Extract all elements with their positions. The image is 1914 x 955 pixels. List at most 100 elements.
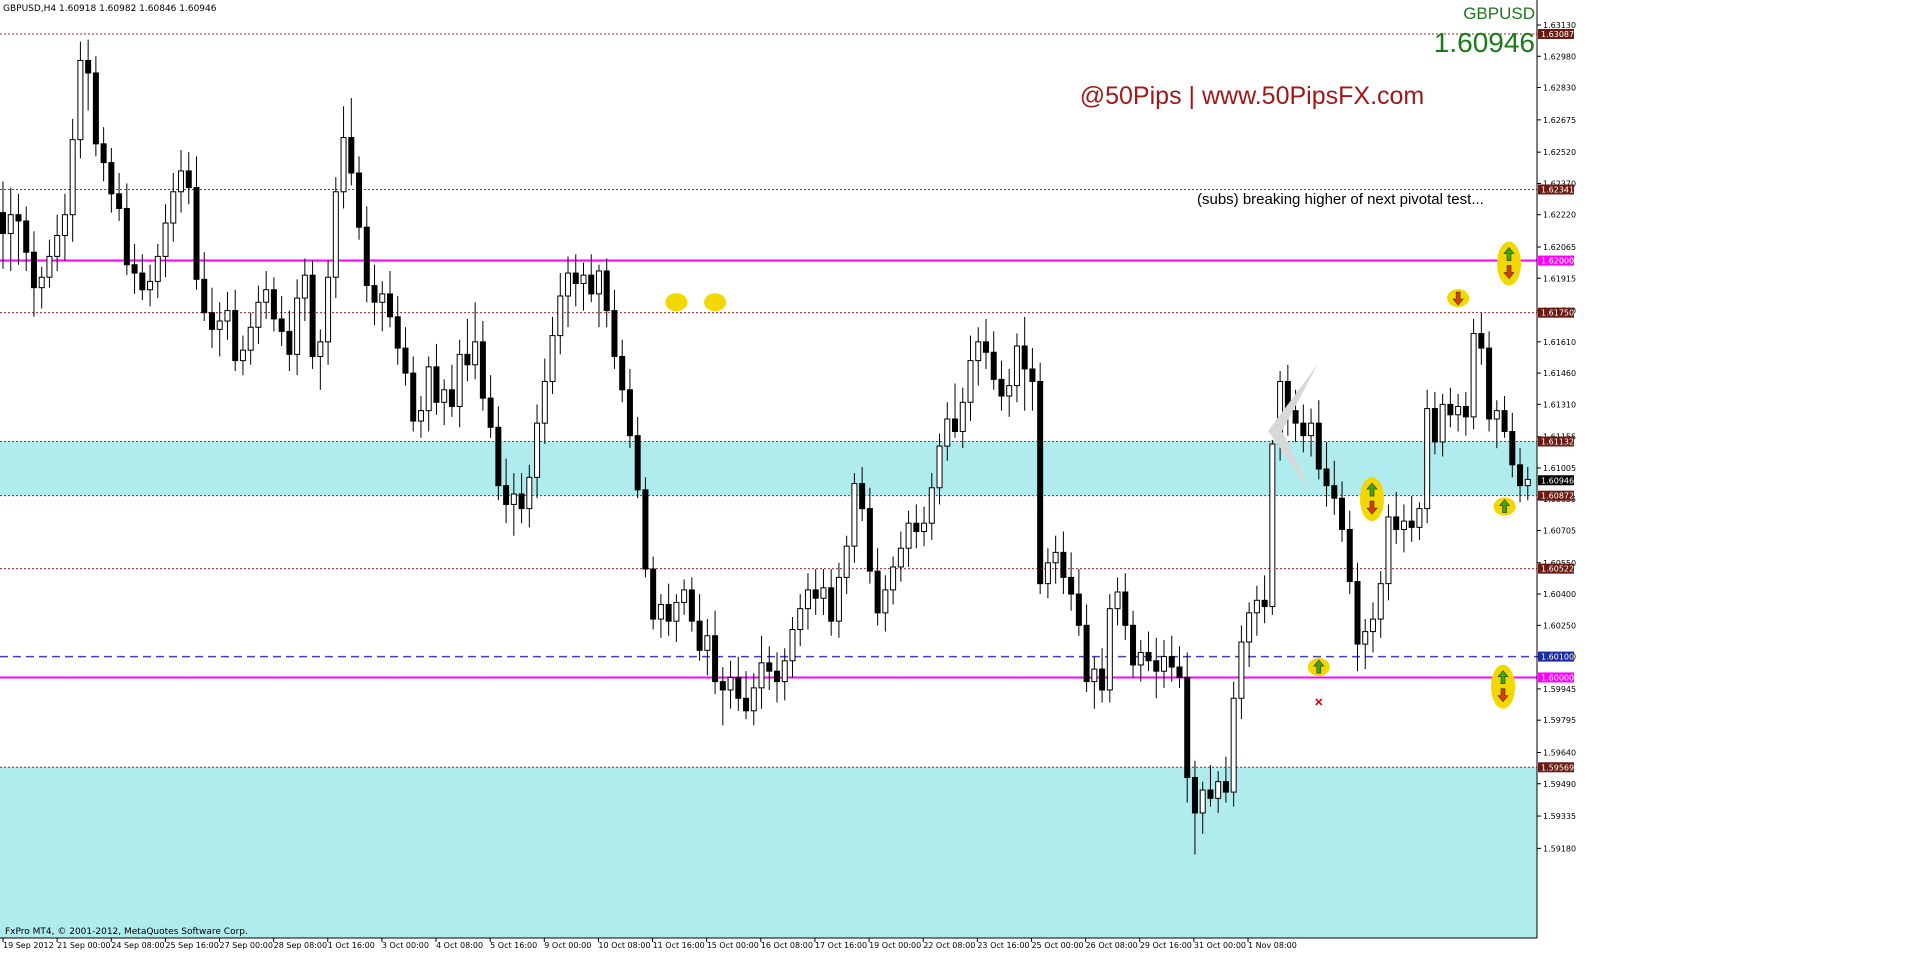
bear-candle-body [1501,410,1508,432]
candle [1091,656,1098,709]
bear-candle-body [812,589,819,599]
candle [1300,404,1307,453]
price-level-label: 1.62341 [1541,185,1574,194]
candle [1385,504,1392,601]
candle [317,329,324,390]
bull-candle-body [580,274,587,284]
candle [665,583,672,636]
bear-candle-body [348,137,355,174]
price-level-label: 1.60872 [1541,492,1574,501]
price-level-label: 1.63087 [1541,30,1574,39]
candle [1246,602,1253,668]
candle [1060,531,1067,595]
candle [1362,619,1369,670]
bear-candle-body [495,426,502,487]
candle [402,327,409,386]
current-price-badge [1538,475,1574,486]
candles-layer [0,39,1531,855]
bull-candle-body [804,589,811,610]
time-tick-label: 9 Oct 00:00 [544,941,591,950]
candle [340,106,347,209]
candle [1006,368,1013,417]
candle [1122,573,1129,640]
price-tick-label: 1.60400 [1543,590,1576,599]
bear-candle-body [828,587,835,622]
symbol-price: 1.60946 [1434,27,1535,58]
candle [1253,585,1260,636]
candle [897,531,904,582]
bear-candle-body [208,312,215,330]
candle [804,573,811,630]
bull-candle-body [224,310,231,322]
candle [433,343,440,415]
candle [387,270,393,328]
candle [580,262,587,311]
bull-candle-body [789,629,796,662]
bear-candle-body [518,493,525,510]
price-level-badge [1538,307,1574,318]
candle [696,594,703,661]
candle [108,147,115,213]
highlight-marker [1497,241,1521,286]
bear-candle-body [464,353,471,366]
bear-candle-body [139,272,146,291]
candle [301,258,308,322]
bull-candle-body [657,603,664,620]
candle [487,375,494,438]
price-level-badge [1538,762,1574,773]
time-tick-label: 19 Sep 2012 [3,941,54,950]
bear-candle-body [1021,345,1028,370]
candle [178,150,185,213]
markers-layer [665,241,1521,709]
price-tick-label: 1.62980 [1543,52,1576,61]
candle [85,39,92,111]
zones-layer [0,441,1537,938]
candle [162,204,169,278]
candle [7,187,14,271]
bear-candle-body [487,397,494,428]
candle [1044,548,1051,599]
time-tick-label: 22 Oct 08:00 [923,941,975,950]
candle [982,318,989,369]
candle [441,379,448,426]
price-tick-label: 1.60705 [1543,526,1576,535]
candle [1075,569,1082,636]
candle [549,316,556,394]
candle [472,302,479,380]
candle [673,594,680,643]
candle [185,152,192,205]
bear-candle-body [85,59,92,74]
candle [1222,756,1229,803]
chart-marker [1360,477,1384,522]
candle [1153,637,1160,699]
bull-candle-body [1091,668,1098,683]
price-level-badge [1538,436,1574,447]
bear-candle-body [92,72,99,145]
candle [843,535,850,595]
highlight-marker [665,293,688,312]
bull-candle-body [549,335,556,382]
candle [1168,635,1175,682]
price-tick-label: 1.60550 [1543,559,1576,568]
price-level-badge [1538,490,1574,501]
bear-candle-body [1029,368,1036,382]
bull-candle-body [704,635,711,651]
candle [61,193,68,261]
candle [1439,393,1446,457]
candle [1130,610,1137,678]
bull-candle-body [843,545,850,578]
bull-candle-body [1199,789,1206,814]
down-arrow-icon [1452,291,1464,306]
candle [410,356,417,432]
candle [425,356,432,432]
candle [952,383,959,438]
candle [1068,552,1075,611]
time-tick-label: 1 Oct 16:00 [328,941,375,950]
bull-candle-body [441,389,448,403]
candle [510,473,517,536]
bull-candle-body [162,222,169,257]
bear-candle-body [913,522,920,533]
candle [1339,481,1346,542]
bull-candle-body [928,487,935,524]
